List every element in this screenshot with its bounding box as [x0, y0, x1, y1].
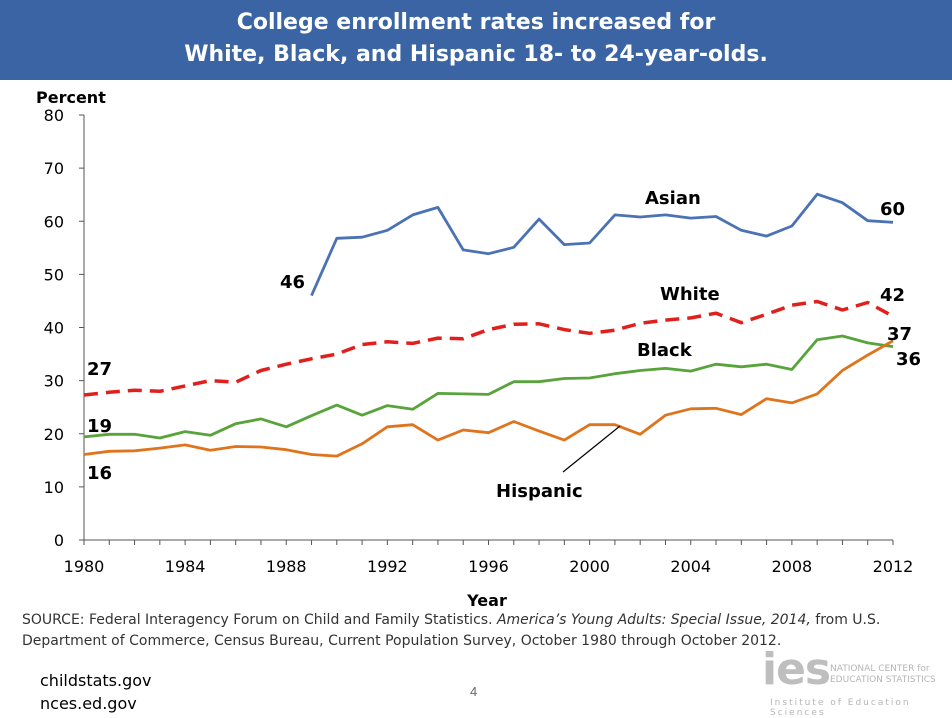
x-tick-label: 1984: [165, 557, 206, 576]
asian-series-label: Asian: [645, 188, 701, 209]
white-start-value: 27: [87, 359, 112, 380]
hispanic-end-value: 37: [887, 324, 912, 345]
childstats-link[interactable]: childstats.gov: [40, 671, 152, 690]
black-series-line: [83, 334, 894, 440]
ies-logo-line2: EDUCATION STATISTICS: [830, 675, 936, 685]
page-title-line-2: White, Black, and Hispanic 18- to 24-yea…: [184, 42, 768, 67]
x-tick-label: 2004: [670, 557, 711, 576]
asian-end-value: 60: [880, 199, 905, 220]
y-tick-label: 50: [44, 265, 64, 284]
x-tick-label: 2008: [772, 557, 813, 576]
y-tick-label: 40: [44, 319, 64, 338]
nces-link[interactable]: nces.ed.gov: [40, 694, 137, 713]
white-series-line: [83, 299, 894, 397]
hispanic-label-leader: [562, 425, 621, 473]
hispanic-series-line: [83, 339, 894, 458]
x-tick-label: 1980: [64, 557, 105, 576]
asian-series-line: [310, 192, 894, 297]
x-tick-label: 1996: [468, 557, 509, 576]
y-tick-label: 80: [44, 106, 64, 125]
black-end-value: 36: [896, 349, 921, 370]
title-banner: College enrollment rates increased for W…: [0, 0, 952, 80]
y-tick-label: 0: [54, 531, 64, 550]
ies-logo: ies NATIONAL CENTER for EDUCATION STATIS…: [762, 644, 952, 718]
y-tick-label: 10: [44, 478, 64, 497]
x-tick-label: 2012: [873, 557, 914, 576]
white-series-label: White: [660, 284, 720, 305]
black-series-label: Black: [637, 340, 693, 361]
white-end-value: 42: [880, 285, 905, 306]
ies-logo-line1: NATIONAL CENTER for: [830, 664, 930, 674]
source-publication: America’s Young Adults: Special Issue, 2…: [496, 612, 811, 628]
x-tick-label: 1988: [266, 557, 307, 576]
ies-logo-word: ies: [762, 644, 831, 695]
y-tick-label: 60: [44, 212, 64, 231]
page-number: 4: [470, 684, 478, 699]
source-suffix: from U.S. Department of Commerce, Census…: [22, 612, 881, 649]
source-note: SOURCE: Federal Interagency Forum on Chi…: [22, 610, 922, 652]
y-tick-label: 20: [44, 425, 64, 444]
black-start-value: 19: [87, 416, 112, 437]
hispanic-series-label: Hispanic: [496, 481, 583, 502]
hispanic-start-value: 16: [87, 463, 112, 484]
y-axis-title: Percent: [36, 88, 106, 107]
x-axis-title: Year: [466, 591, 507, 610]
asian-start-value: 46: [280, 272, 305, 293]
source-prefix: SOURCE: Federal Interagency Forum on Chi…: [22, 612, 497, 628]
y-tick-label: 70: [44, 159, 64, 178]
ies-logo-line3: Institute of Education Sciences: [770, 698, 911, 718]
y-tick-label: 30: [44, 372, 64, 391]
x-tick-label: 2000: [569, 557, 610, 576]
x-tick-label: 1992: [367, 557, 408, 576]
page-title-line-1: College enrollment rates increased for: [236, 10, 716, 35]
enrollment-line-chart: Percent Year 0 10 20 30 40 50 60 70 80 1980 1984 19…: [36, 88, 921, 610]
